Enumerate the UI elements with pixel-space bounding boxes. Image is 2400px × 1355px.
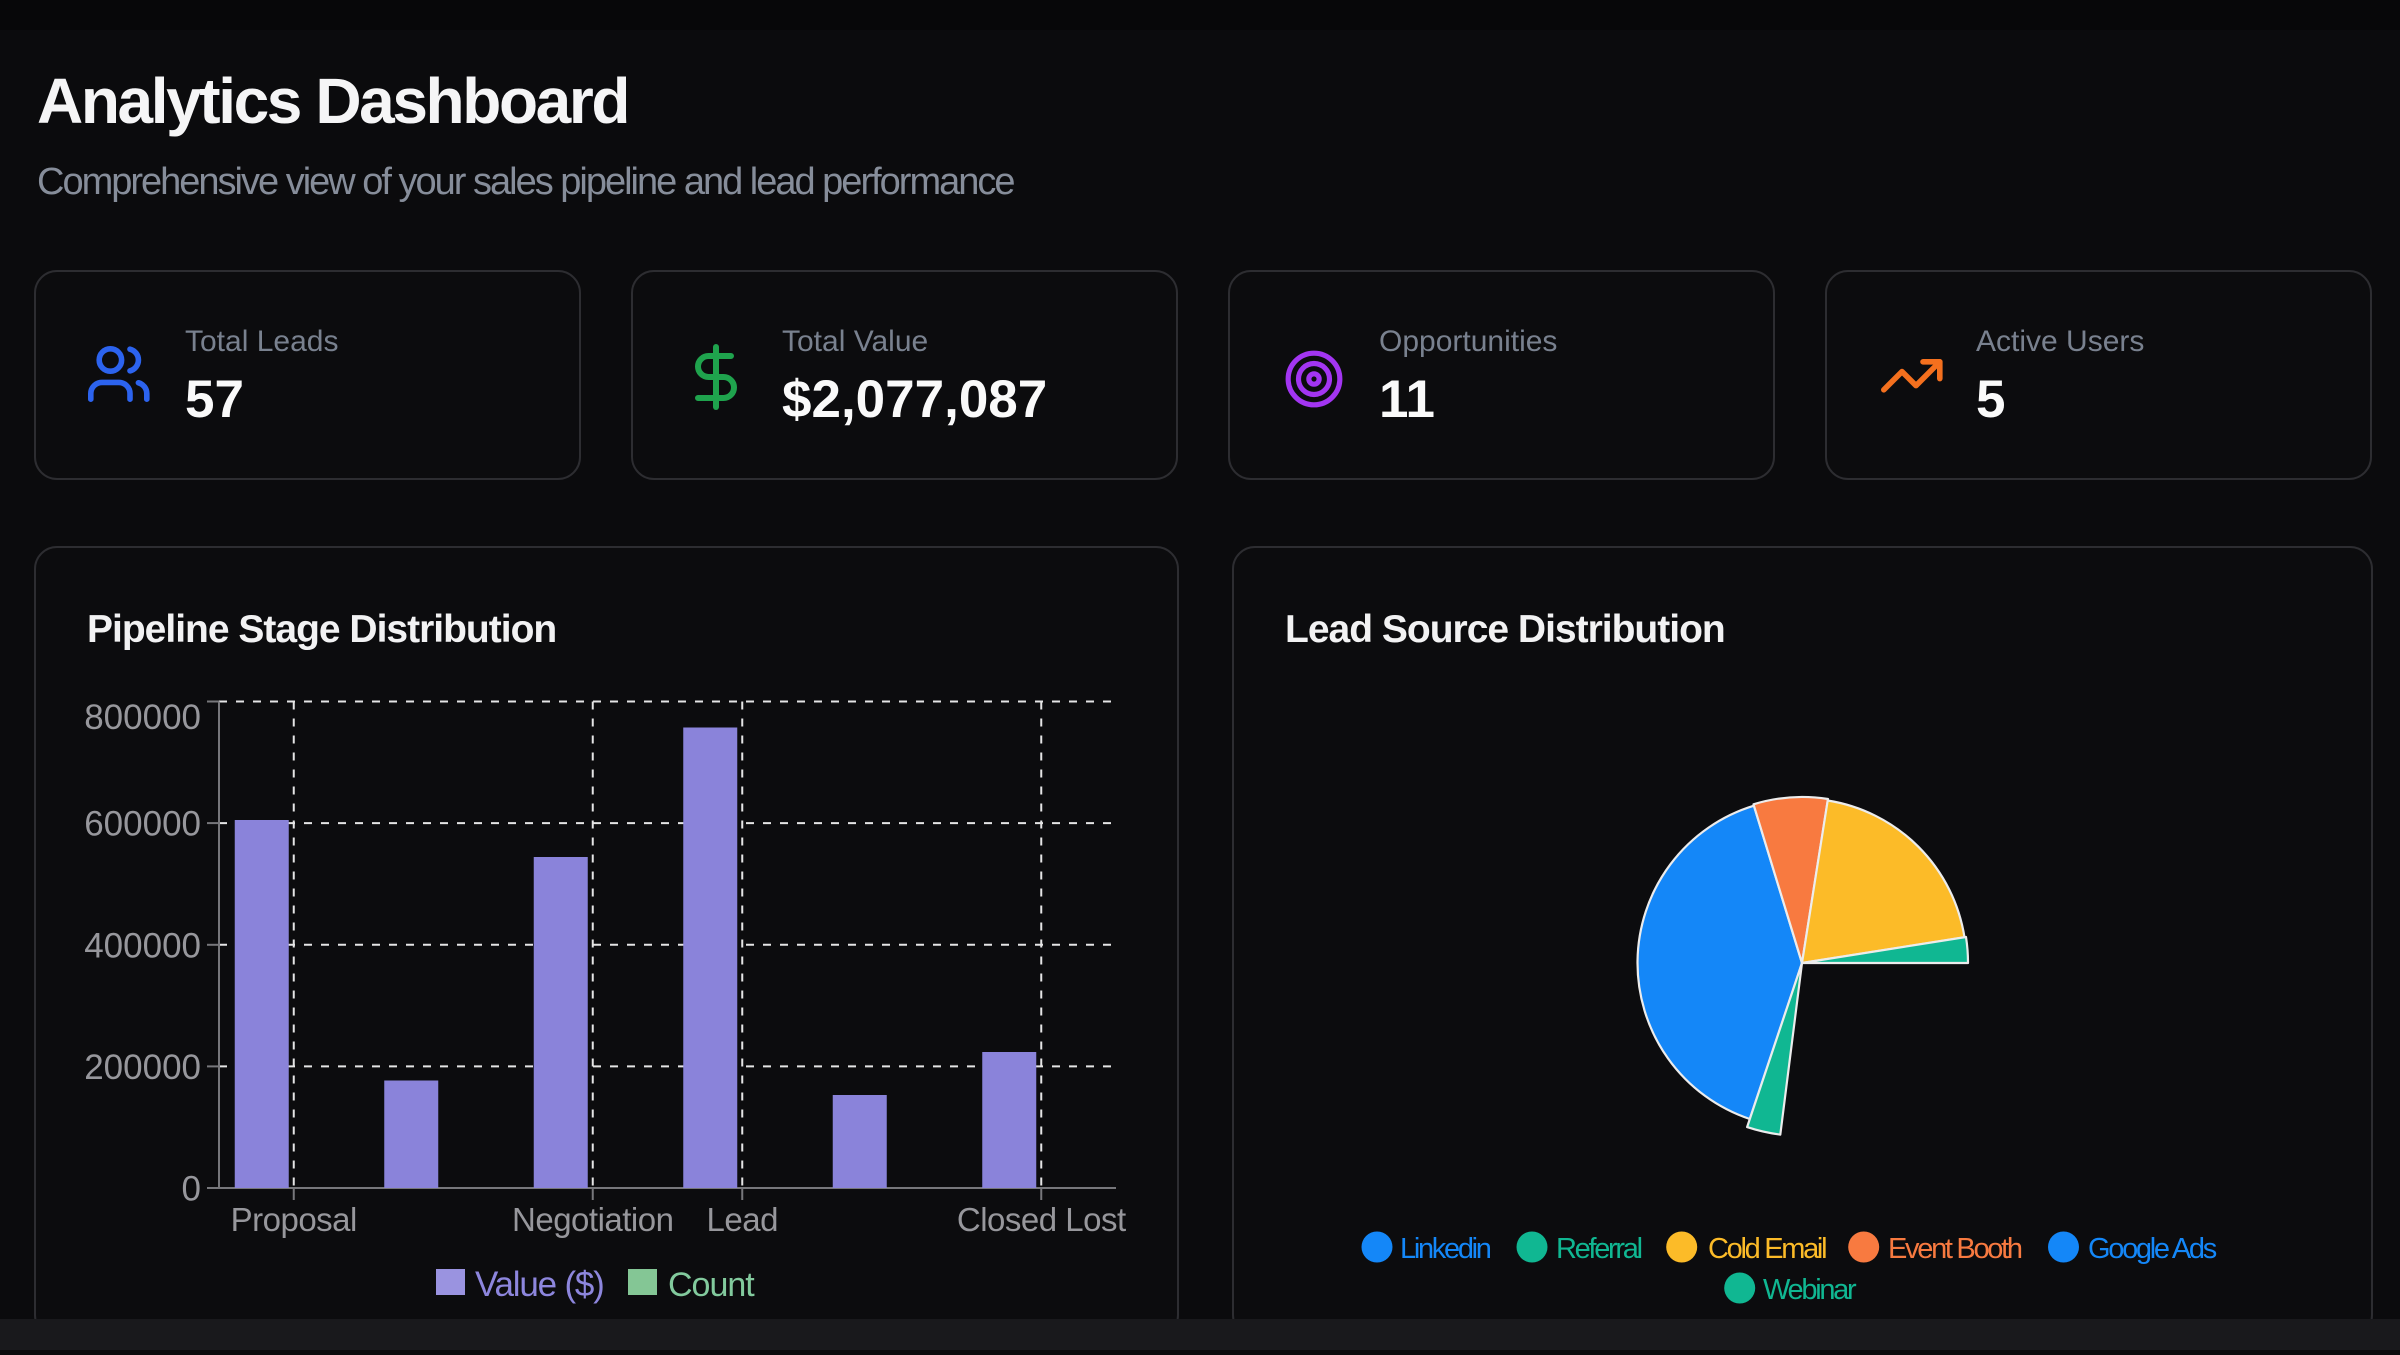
svg-text:Comprehensive view of your sal: Comprehensive view of your sales pipelin… [37,161,1014,203]
svg-text:Event Booth: Event Booth [1888,1233,2022,1265]
svg-text:Total Value: Total Value [782,325,928,358]
svg-text:Opportunities: Opportunities [1379,325,1557,358]
svg-text:800000: 800000 [84,698,201,737]
svg-text:Analytics Dashboard: Analytics Dashboard [37,65,628,137]
svg-text:Proposal: Proposal [231,1201,357,1238]
svg-text:Pipeline Stage Distribution: Pipeline Stage Distribution [87,608,556,651]
svg-text:11: 11 [1379,370,1435,429]
svg-text:400000: 400000 [84,926,201,965]
svg-text:Google Ads: Google Ads [2088,1233,2217,1265]
svg-text:Total Leads: Total Leads [185,325,338,358]
svg-text:Webinar: Webinar [1763,1274,1857,1306]
svg-text:Negotiation: Negotiation [512,1201,673,1238]
svg-text:200000: 200000 [84,1048,201,1087]
svg-text:0: 0 [182,1170,201,1209]
svg-text:Cold Email: Cold Email [1708,1233,1826,1265]
svg-text:57: 57 [185,370,244,429]
svg-text:Closed Lost: Closed Lost [957,1201,1126,1238]
svg-text:$2,077,087: $2,077,087 [782,370,1047,429]
svg-text:Active Users: Active Users [1976,325,2144,358]
svg-text:Count: Count [668,1266,755,1304]
svg-text:600000: 600000 [84,805,201,844]
svg-text:5: 5 [1976,370,2005,429]
svg-text:Referral: Referral [1556,1233,1642,1265]
svg-text:Value ($): Value ($) [475,1265,604,1304]
svg-text:Lead Source Distribution: Lead Source Distribution [1285,608,1725,651]
svg-text:Lead: Lead [707,1201,778,1238]
svg-text:Linkedin: Linkedin [1400,1233,1491,1265]
